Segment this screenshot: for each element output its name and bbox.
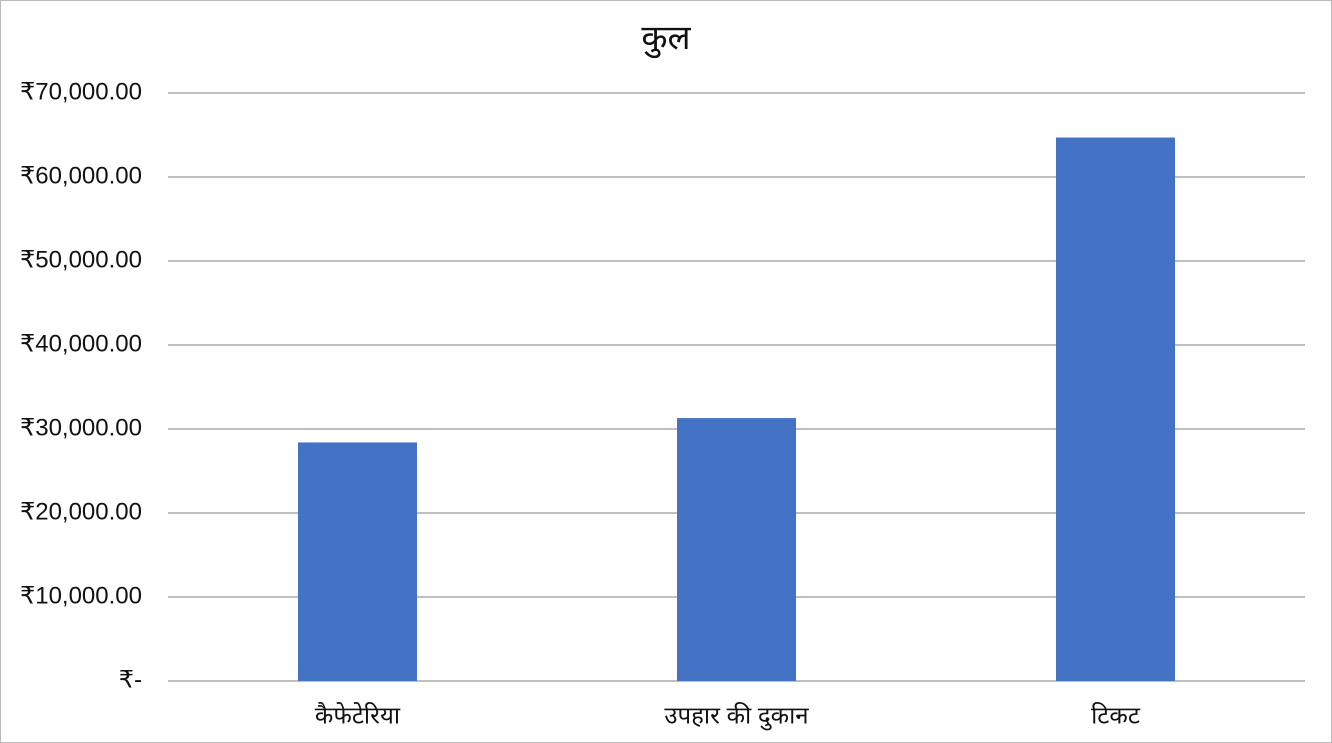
y-tick-label: ₹50,000.00	[20, 246, 142, 273]
x-tick-label: कैफेटेरिया	[315, 701, 401, 729]
chart-title: कुल	[641, 19, 691, 59]
y-tick-label: ₹10,000.00	[20, 582, 142, 609]
y-tick-label: ₹30,000.00	[20, 414, 142, 441]
x-tick-label: उपहार की दुकान	[664, 701, 809, 730]
y-tick-label: ₹40,000.00	[20, 330, 142, 357]
x-tick-label: टिकट	[1091, 701, 1141, 729]
y-tick-label: ₹70,000.00	[20, 78, 142, 105]
y-tick-label: ₹20,000.00	[20, 498, 142, 525]
bar	[676, 418, 797, 681]
bar	[1055, 137, 1176, 681]
bar	[297, 442, 418, 681]
y-tick-label: ₹60,000.00	[20, 162, 142, 189]
y-tick-label: ₹-	[119, 666, 142, 693]
